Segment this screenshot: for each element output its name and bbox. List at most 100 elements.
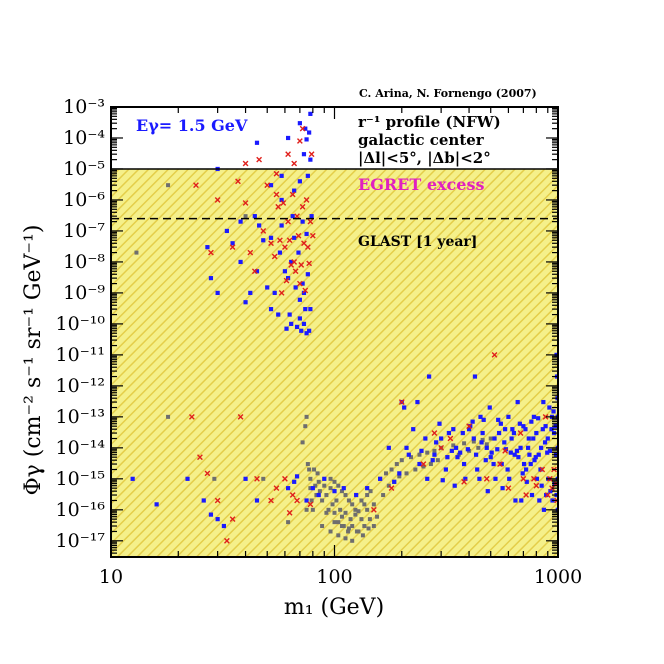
y-tick-label: 10⁻³ bbox=[63, 96, 105, 118]
grey-models-point-99 bbox=[362, 502, 367, 507]
blue-models-point-82 bbox=[386, 445, 391, 450]
red-models-point-4 bbox=[223, 537, 230, 544]
grey-models-point-28 bbox=[330, 502, 335, 507]
red-models-point-42 bbox=[295, 232, 302, 239]
red-models-point-59-b bbox=[242, 160, 249, 167]
blue-models-point-65 bbox=[309, 214, 314, 219]
blue-models-point-76 bbox=[322, 476, 327, 481]
blue-models-point-7 bbox=[243, 476, 248, 481]
red-models-point-62-b bbox=[398, 399, 405, 405]
red-models-point-75-b bbox=[520, 475, 527, 482]
blue-models-point-100 bbox=[492, 436, 497, 441]
grey-models-point-60 bbox=[421, 464, 426, 469]
blue-models-point-0 bbox=[130, 476, 135, 481]
red-models-point-10-b bbox=[282, 475, 288, 482]
blue-models-point-153 bbox=[479, 440, 484, 445]
blue-models-point-195 bbox=[527, 452, 532, 457]
grey-models-point-4 bbox=[243, 214, 248, 219]
grey-models-point-26 bbox=[326, 507, 331, 512]
red-models-point-49 bbox=[304, 244, 311, 251]
grey-models-point-16 bbox=[310, 507, 315, 512]
red-models-point-9-b bbox=[273, 485, 280, 492]
blue-models-point-4 bbox=[208, 512, 214, 517]
red-models-point-65 bbox=[438, 444, 445, 451]
blue-models-point-52 bbox=[301, 290, 307, 296]
grey-models-point-18 bbox=[313, 483, 318, 488]
red-models-point-62 bbox=[398, 399, 405, 405]
blue-models-point-167 bbox=[392, 479, 397, 484]
y-tick-label: 10⁻⁷ bbox=[63, 220, 105, 242]
grey-models-point-87 bbox=[366, 526, 371, 531]
blue-models-point-111 bbox=[526, 436, 531, 441]
blue-models-point-168 bbox=[402, 405, 407, 410]
grey-models-point-85 bbox=[354, 529, 359, 534]
red-models-point-9 bbox=[273, 485, 280, 492]
y-tick-label: 10⁻⁸ bbox=[63, 251, 105, 273]
blue-models-point-184 bbox=[493, 476, 498, 481]
red-models-point-28-b bbox=[273, 191, 280, 198]
blue-models-point-27 bbox=[268, 307, 274, 312]
blue-models-point-11 bbox=[294, 474, 300, 479]
blue-models-point-109 bbox=[521, 424, 526, 429]
y-tick-label: 10⁻¹¹ bbox=[56, 344, 105, 366]
credit-text: C. Arina, N. Fornengo (2007) bbox=[359, 87, 537, 100]
blue-models-point-143 bbox=[514, 448, 520, 453]
x-tick-labels: 10 100 1000 bbox=[99, 566, 582, 588]
blue-models-point-71 bbox=[304, 137, 309, 142]
red-models-point-58-b bbox=[273, 170, 280, 177]
grey-models-point-50 bbox=[386, 483, 391, 488]
red-models-point-59 bbox=[242, 160, 249, 167]
grey-models-point-76 bbox=[320, 524, 325, 529]
red-models-point-70 bbox=[491, 351, 498, 358]
red-models-point-55 bbox=[291, 160, 298, 167]
red-models-point-74 bbox=[517, 430, 524, 436]
blue-models-point-22 bbox=[252, 214, 257, 219]
red-models-point-38-b bbox=[289, 191, 296, 198]
blue-models-point-188 bbox=[507, 476, 512, 481]
energy-label: Eγ= 1.5 GeV bbox=[136, 116, 248, 135]
grey-models-point-55 bbox=[399, 458, 404, 463]
red-models-point-10 bbox=[282, 475, 288, 482]
red-models-point-21-b bbox=[247, 249, 254, 256]
blue-models-point-15 bbox=[215, 290, 220, 296]
blue-models-point-141 bbox=[520, 471, 525, 476]
red-models-point-41 bbox=[294, 213, 300, 220]
red-models-point-64-b bbox=[431, 430, 438, 436]
blue-models-point-37 bbox=[287, 312, 292, 317]
grey-models-point-38 bbox=[350, 524, 355, 529]
blue-models-point-114 bbox=[534, 430, 539, 436]
red-models-point-32 bbox=[280, 200, 287, 206]
grey-models-point-64 bbox=[435, 458, 440, 463]
red-models-point-68-b bbox=[466, 423, 472, 430]
blue-models-point-59 bbox=[305, 272, 310, 277]
blue-models-point-155 bbox=[470, 419, 475, 424]
grey-models-point-14 bbox=[309, 498, 314, 503]
red-models-point-14-b bbox=[307, 501, 314, 508]
grey-models-point-59 bbox=[417, 452, 422, 457]
blue-models-point-157 bbox=[460, 430, 465, 436]
blue-models-point-28 bbox=[268, 235, 274, 240]
red-models-point-16 bbox=[208, 249, 214, 256]
blue-models-point-158 bbox=[455, 455, 460, 460]
red-models-point-75 bbox=[520, 475, 527, 482]
blue-models-point-189 bbox=[510, 427, 515, 432]
grey-models-point-51 bbox=[389, 467, 394, 472]
blue-models-point-29 bbox=[272, 290, 277, 296]
red-models-point-28 bbox=[273, 191, 280, 198]
blue-models-point-30 bbox=[276, 312, 281, 317]
blue-models-point-72 bbox=[308, 111, 313, 116]
red-models-point-22-b bbox=[251, 268, 258, 275]
blue-models-point-3 bbox=[201, 498, 206, 503]
red-models-point-69-b bbox=[483, 475, 490, 482]
red-models-point-76 bbox=[523, 492, 530, 498]
red-models-point-33 bbox=[282, 244, 288, 251]
blue-models-point-198 bbox=[534, 476, 540, 481]
blue-models-point-117 bbox=[541, 399, 546, 405]
blue-models-point-1 bbox=[154, 502, 159, 507]
blue-models-point-163 bbox=[423, 436, 428, 441]
blue-models-point-21 bbox=[248, 290, 253, 296]
red-models-point-46-b bbox=[301, 240, 307, 247]
y-tick-label: 10⁻¹² bbox=[56, 375, 105, 397]
blue-models-point-55 bbox=[303, 126, 308, 131]
grey-models-point-5 bbox=[261, 476, 266, 481]
